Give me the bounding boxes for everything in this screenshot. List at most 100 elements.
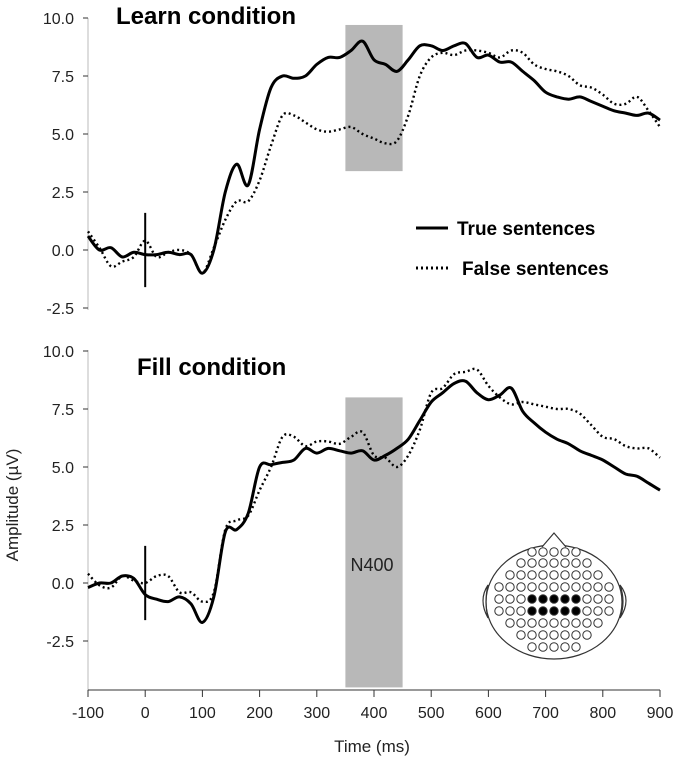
electrode-highlighted <box>571 594 581 604</box>
electrode <box>582 594 592 604</box>
y-tick-label: 7.5 <box>52 69 74 86</box>
electrode-highlighted <box>538 606 548 616</box>
electrode <box>549 558 559 568</box>
electrode <box>571 630 581 640</box>
panel-title: Fill condition <box>137 354 286 381</box>
electrode <box>494 606 504 616</box>
electrode <box>538 570 548 580</box>
y-axis-title: Amplitude (µV) <box>3 449 22 562</box>
electrode-highlighted <box>538 594 548 604</box>
electrode <box>494 582 504 592</box>
nose-outline <box>541 532 567 548</box>
x-tick-label: 200 <box>246 705 273 722</box>
x-tick-label: 600 <box>475 705 502 722</box>
electrode <box>549 630 559 640</box>
electrode <box>593 606 603 616</box>
electrode <box>538 558 548 568</box>
y-tick-label: 10.0 <box>43 11 74 28</box>
electrode <box>538 582 548 592</box>
electrode-highlighted <box>549 606 559 616</box>
electrode <box>582 582 592 592</box>
electrode-head-map-icon <box>482 532 627 660</box>
electrode <box>582 558 592 568</box>
false-sentences-line <box>87 48 661 275</box>
electrode <box>516 594 526 604</box>
panel-title: Learn condition <box>116 3 296 30</box>
electrode <box>505 606 515 616</box>
electrode <box>560 582 570 592</box>
learn-condition-panel: -2.5 0.0 2.5 5.0 7.5 10.0 Learn condition Tru… <box>43 3 661 318</box>
electrode <box>560 630 570 640</box>
y-tick-label: -2.5 <box>46 301 74 318</box>
electrode <box>527 570 537 580</box>
electrode <box>549 618 559 628</box>
electrode <box>527 618 537 628</box>
electrode <box>516 618 526 628</box>
right-ear-outline <box>619 584 627 619</box>
y-tick-label: 5.0 <box>52 460 74 477</box>
time-window-shade <box>345 24 403 172</box>
electrode <box>549 582 559 592</box>
legend: True sentences False sentences <box>416 219 609 280</box>
legend-label-false: False sentences <box>462 259 609 280</box>
x-tick-label: 500 <box>418 705 445 722</box>
electrode <box>593 570 603 580</box>
electrode <box>571 642 581 652</box>
electrode <box>538 642 548 652</box>
electrode-highlighted <box>560 594 570 604</box>
electrode <box>593 582 603 592</box>
electrode <box>538 630 548 640</box>
electrode <box>582 630 592 640</box>
fill-condition-panel: -2.5 0.0 2.5 5.0 7.5 10.0 N400 Fill condition <box>43 344 661 690</box>
n400-label: N400 <box>350 555 393 575</box>
x-tick-label: 400 <box>361 705 388 722</box>
legend-label-true: True sentences <box>457 219 595 240</box>
electrode <box>549 547 559 557</box>
x-tick-label: -100 <box>72 705 104 722</box>
electrode-highlighted <box>560 606 570 616</box>
electrode <box>527 642 537 652</box>
electrode <box>604 606 614 616</box>
electrode-highlighted <box>527 606 537 616</box>
electrode <box>516 582 526 592</box>
electrode <box>538 618 548 628</box>
y-tick-label: 2.5 <box>52 185 74 202</box>
y-tick-label: 0.0 <box>52 243 74 260</box>
electrode <box>516 570 526 580</box>
electrode <box>516 558 526 568</box>
y-tick-label: 7.5 <box>52 402 74 419</box>
y-tick-label: 2.5 <box>52 518 74 535</box>
electrode <box>527 558 537 568</box>
electrode <box>604 582 614 592</box>
electrode <box>527 547 537 557</box>
x-tick-label: 700 <box>532 705 559 722</box>
electrode <box>549 570 559 580</box>
electrode <box>593 594 603 604</box>
electrode <box>549 642 559 652</box>
electrode <box>527 630 537 640</box>
x-tick-label: 300 <box>303 705 330 722</box>
electrode-highlighted <box>549 594 559 604</box>
electrode <box>527 582 537 592</box>
electrode <box>571 618 581 628</box>
electrode <box>494 594 504 604</box>
electrode <box>582 618 592 628</box>
y-tick-label: 10.0 <box>43 344 74 361</box>
electrode <box>516 606 526 616</box>
electrode <box>505 594 515 604</box>
electrode <box>560 558 570 568</box>
left-ear-outline <box>482 584 489 619</box>
true-sentences-line <box>87 379 661 624</box>
x-tick-label: 900 <box>647 705 674 722</box>
electrode <box>516 630 526 640</box>
electrode <box>571 558 581 568</box>
electrode <box>538 547 548 557</box>
electrode <box>582 570 592 580</box>
electrode <box>560 618 570 628</box>
electrode <box>604 594 614 604</box>
electrode <box>571 570 581 580</box>
n400-window-shade <box>345 397 403 688</box>
electrode-highlighted <box>571 606 581 616</box>
electrode <box>560 642 570 652</box>
x-tick-label: 0 <box>141 705 150 722</box>
